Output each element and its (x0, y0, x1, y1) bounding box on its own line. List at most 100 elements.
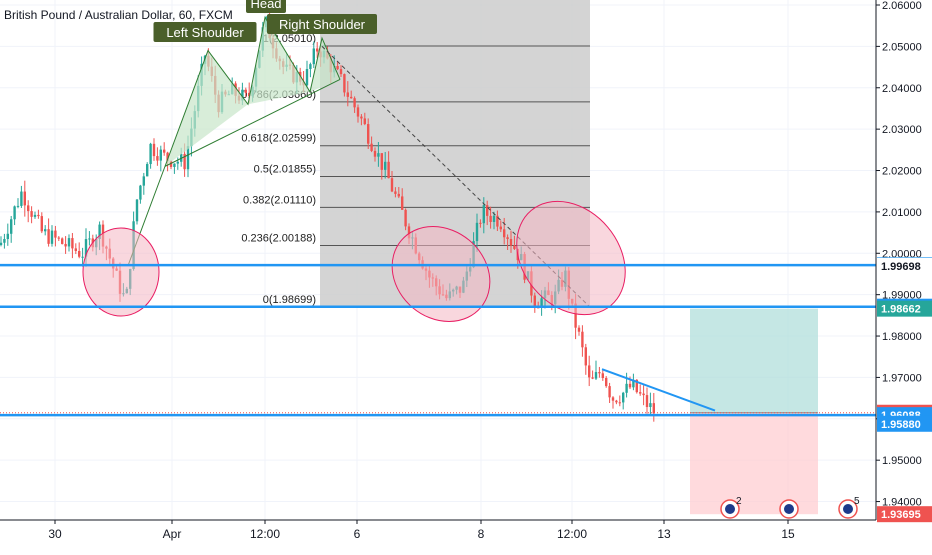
event-badge[interactable]: 5 (838, 496, 860, 519)
candle-body (639, 392, 642, 394)
candle-body (61, 238, 64, 244)
candle-body (71, 238, 74, 249)
candle-body (0, 242, 3, 246)
candle-body (506, 237, 509, 240)
candle-body (336, 66, 339, 70)
fib-level-label: 0.382(2.01110) (243, 194, 316, 206)
candle-body (312, 48, 315, 65)
fib-level-label: 0.618(2.02599) (241, 133, 316, 145)
candle-body (618, 402, 621, 404)
price-tick-label: 1.95000 (882, 455, 922, 467)
time-axis[interactable]: 30 Apr 12:00 6 8 12:00 13 15 (0, 519, 876, 550)
time-tick-label: 12:00 (557, 527, 587, 541)
candle-body (625, 383, 628, 393)
candle-body (159, 149, 162, 161)
price-tag-stop: 1.93695 (877, 506, 932, 523)
candle-body (581, 331, 584, 348)
price-tag-profit: 1.98662 (877, 300, 932, 317)
candle-body (156, 156, 159, 161)
price-axis[interactable]: 2.06000 2.05000 2.04000 2.03000 2.02000 2.010… (875, 0, 932, 523)
price-tick-label: 2.03000 (882, 124, 922, 136)
candle-body (78, 250, 81, 257)
fib-level-label: 0.236(2.00188) (241, 233, 316, 245)
candle-body (574, 303, 577, 328)
left-shoulder-label[interactable]: Left Shoulder (153, 22, 257, 42)
candle-body (513, 245, 516, 249)
candle-body (356, 107, 360, 117)
label-text: Left Shoulder (166, 25, 244, 40)
candle-body (149, 143, 152, 165)
candle-body (316, 48, 319, 52)
label-text: Head (250, 0, 281, 11)
fib-level-label: 0.5(2.01855) (254, 164, 316, 176)
candle-body (3, 239, 6, 243)
candle-body (54, 230, 57, 238)
candle-body (50, 230, 54, 244)
symbol-title: British Pound / Australian Dollar, 60, F… (4, 8, 233, 22)
candle-body (33, 214, 37, 217)
candle-body (244, 89, 247, 93)
price-tag-label: 1.95880 (881, 419, 921, 431)
price-tag-bg (877, 257, 932, 274)
candle-body (645, 395, 649, 408)
price-tick-label: 2.05000 (882, 41, 922, 53)
candle-body (13, 206, 16, 220)
candle-body (37, 214, 40, 217)
price-tick-label: 1.94000 (882, 497, 922, 509)
time-axis-bg (0, 520, 876, 550)
candle-body (6, 233, 9, 240)
candle-body (496, 215, 499, 227)
right-shoulder-label[interactable]: Right Shoulder (267, 14, 377, 34)
stop-zone (690, 412, 818, 515)
price-tag-label: 1.98662 (881, 304, 921, 316)
price-tag-bg (877, 415, 932, 432)
price-tick-label: 2.01000 (882, 207, 922, 219)
candle-body (84, 239, 88, 257)
candle-body (27, 205, 30, 212)
candle-body (142, 176, 145, 186)
price-tick-label: 2.02000 (882, 166, 922, 178)
label-box (153, 22, 257, 42)
candle-body (492, 215, 496, 222)
descending-trendline (601, 368, 716, 412)
candle-body (20, 191, 23, 206)
candle-body (540, 298, 543, 308)
candle-body (479, 222, 482, 224)
label-box (246, 0, 286, 13)
candle-body (509, 239, 513, 246)
head-label[interactable]: Head (246, 0, 286, 13)
candle-body (360, 116, 363, 119)
price-tick-label: 2.04000 (882, 83, 922, 95)
candle-body (632, 379, 635, 388)
candle-body (166, 152, 169, 162)
candle-body (81, 256, 84, 258)
candle-body (652, 403, 655, 414)
event-badge[interactable]: 2 (720, 496, 742, 519)
event-badge[interactable] (779, 499, 799, 519)
candle-body (74, 248, 77, 251)
candle-body (173, 163, 176, 167)
candle-body (384, 161, 387, 170)
candle-body (363, 118, 366, 125)
candle-body (16, 205, 20, 207)
candle-body (577, 327, 581, 332)
time-tick-label: 8 (478, 527, 485, 541)
candle-body (367, 124, 370, 144)
candle-body (10, 219, 13, 234)
candle-body (503, 229, 506, 238)
candle-body (339, 69, 343, 75)
flag-center-icon (784, 504, 794, 514)
candle-body (152, 143, 156, 157)
badge-count: 2 (736, 496, 742, 507)
candle-body (241, 89, 244, 101)
candle-body (622, 392, 625, 403)
candle-body (390, 178, 394, 192)
price-tag-label: 1.93695 (881, 509, 921, 521)
candle-body (305, 68, 309, 86)
time-tick-label: 30 (48, 527, 62, 541)
candle-body (353, 98, 356, 108)
time-tick-label: 6 (354, 527, 361, 541)
candle-body (649, 403, 652, 408)
